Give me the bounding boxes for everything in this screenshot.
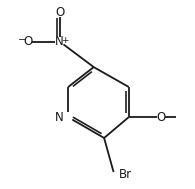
- Text: −: −: [18, 35, 27, 45]
- Text: O: O: [55, 6, 64, 19]
- Text: Br: Br: [119, 168, 132, 181]
- Text: N: N: [55, 111, 64, 124]
- Text: N: N: [55, 35, 64, 48]
- Text: O: O: [156, 111, 165, 124]
- Text: O: O: [23, 35, 32, 48]
- Text: +: +: [61, 36, 69, 45]
